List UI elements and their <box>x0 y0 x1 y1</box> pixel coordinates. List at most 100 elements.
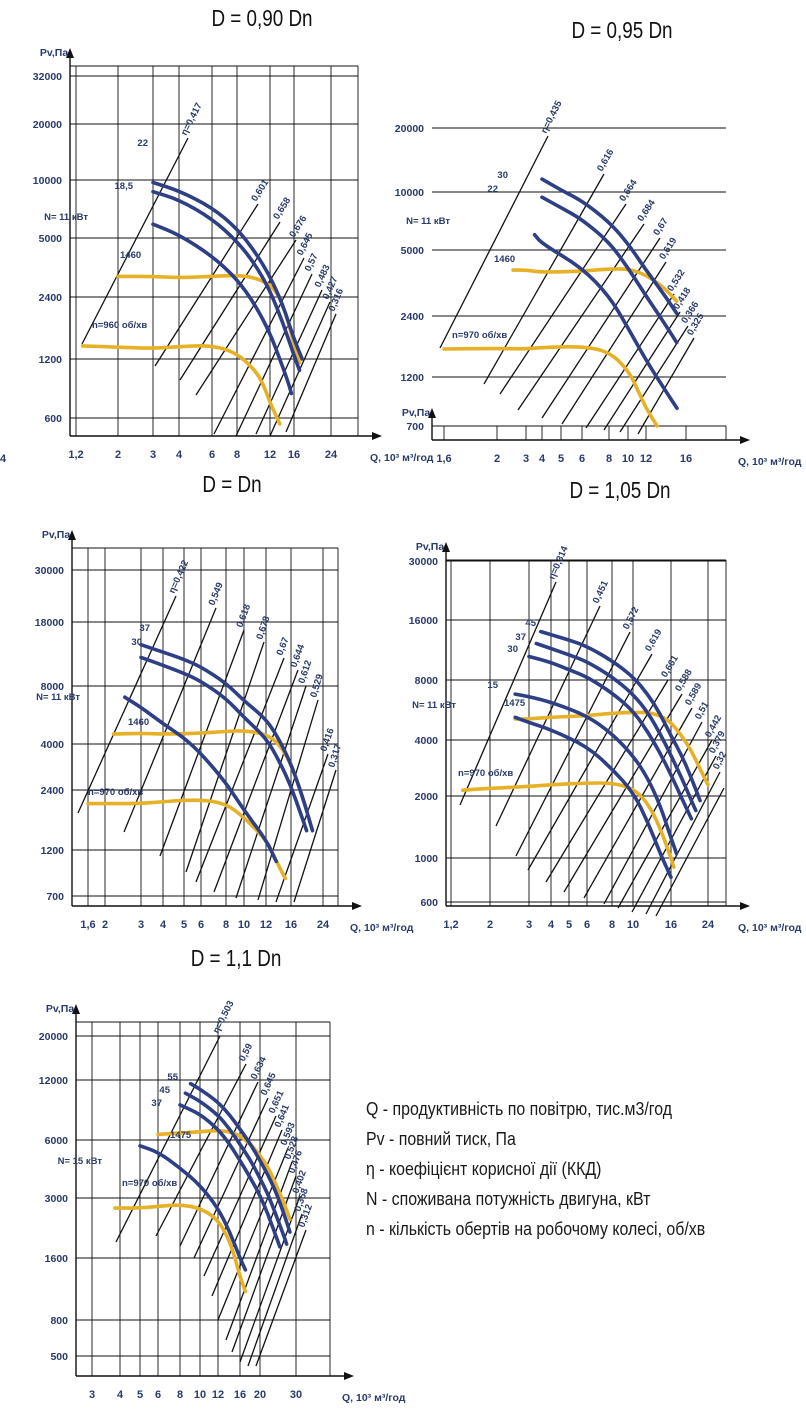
x-tick-label: 24 <box>325 449 338 461</box>
x-tick-label: 16 <box>665 919 677 931</box>
x-tick-label: 24 <box>0 453 7 465</box>
efficiency-line <box>217 1147 289 1321</box>
speed-curve <box>80 343 282 426</box>
x-tick-label: 2 <box>115 449 121 461</box>
efficiency-label: 0,572 <box>621 605 642 631</box>
x-tick-label: 4 <box>117 1389 124 1401</box>
power-curve <box>539 629 702 803</box>
efficiency-line <box>179 221 281 381</box>
speed-label: 1475 <box>170 1130 192 1141</box>
efficiency-label: 0,601 <box>249 177 271 204</box>
efficiency-label: η=0,435 <box>539 98 565 135</box>
y-tick-label: 20000 <box>39 1031 68 1043</box>
efficiency-line <box>645 771 721 915</box>
efficiency-line <box>603 311 681 431</box>
power-label: 18,5 <box>115 181 134 192</box>
power-label: N= 11 кВт <box>406 216 450 227</box>
power-label: 37 <box>151 1098 162 1109</box>
y-tick-label: 18000 <box>35 617 64 629</box>
legend-n-power: N - споживана потужність двигуна, кВт <box>366 1188 651 1209</box>
efficiency-line <box>459 581 557 806</box>
x-tick-label: 8 <box>609 919 615 931</box>
y-tick-label: 6000 <box>45 1135 69 1147</box>
speed-curve <box>461 781 676 869</box>
x-tick-label: 10 <box>194 1389 206 1401</box>
x-tick-label: 2 <box>102 919 108 931</box>
power-label: N= 11 кВт <box>44 212 88 223</box>
y-axis-arrow <box>66 48 74 58</box>
y-tick-label: 1000 <box>415 853 439 865</box>
x-tick-label: 30 <box>290 1389 302 1401</box>
speed-curve <box>442 345 659 428</box>
efficiency-line <box>655 787 725 917</box>
x-tick-label: 3 <box>523 453 529 465</box>
efficiency-label: η=0,422 <box>167 559 191 596</box>
efficiency-line <box>77 595 177 814</box>
x-tick-label: 16 <box>680 453 692 465</box>
efficiency-line <box>293 769 337 903</box>
x-tick-label: 4 <box>176 449 183 461</box>
speed-label: n=970 об/хв <box>452 330 507 341</box>
efficiency-line <box>235 685 307 899</box>
x-tick-label: 12 <box>264 449 276 461</box>
x-tick-label: 8 <box>606 453 612 465</box>
x-tick-label: 10 <box>622 453 634 465</box>
speed-label: 1460 <box>128 717 149 728</box>
y-tick-label: 600 <box>44 413 62 425</box>
y-tick-label: 1200 <box>39 354 63 366</box>
y-tick-label: 32000 <box>33 71 62 83</box>
power-curve <box>123 695 278 864</box>
legend-n-speed: n - кількість обертів на робочому колесі… <box>366 1218 706 1239</box>
legend-pv: Pv - повний тиск, Па <box>366 1128 516 1149</box>
speed-label: 1460 <box>120 250 141 261</box>
x-tick-label: 5 <box>566 919 572 931</box>
y-axis-arrow <box>428 408 436 418</box>
x-tick-label: 10 <box>238 919 250 931</box>
y-tick-label: 10000 <box>395 187 424 199</box>
y-tick-label: 5000 <box>39 233 63 245</box>
efficiency-label: 0,618 <box>235 603 254 629</box>
x-tick-label: 1,2 <box>68 449 83 461</box>
y-tick-label: 1200 <box>41 845 65 857</box>
speed-label: n=970 об/хв <box>458 768 513 779</box>
x-tick-label: 24 <box>317 919 330 931</box>
y-tick-label: 800 <box>50 1315 68 1327</box>
efficiency-line <box>541 237 661 419</box>
speed-curve <box>156 1128 292 1222</box>
x-tick-label: 16 <box>288 449 300 461</box>
x-tick-label: 6 <box>579 453 585 465</box>
power-curve <box>540 177 679 316</box>
power-label: 22 <box>137 138 148 149</box>
power-curve <box>151 189 302 373</box>
efficiency-line <box>517 223 645 411</box>
efficiency-line <box>255 289 323 435</box>
power-curve <box>138 1144 248 1272</box>
efficiency-line <box>247 1213 303 1367</box>
efficiency-line <box>195 657 285 883</box>
y-tick-label: 1600 <box>45 1253 69 1265</box>
x-tick-label: 6 <box>155 1389 161 1401</box>
power-curve <box>513 715 673 879</box>
y-axis-label: Pv,Па <box>46 1003 75 1015</box>
x-tick-label: 16 <box>285 919 297 931</box>
x-tick-label: 12 <box>212 1389 224 1401</box>
power-curve <box>527 654 694 821</box>
x-tick-label: 6 <box>198 919 204 931</box>
y-tick-label: 8000 <box>415 675 439 687</box>
x-axis-label: Q, 10³ м³/год <box>738 922 802 934</box>
chart-title: D = 1,05 Dn <box>569 478 670 503</box>
efficiency-line <box>155 1063 247 1237</box>
efficiency-line <box>527 653 653 871</box>
x-axis-label: Q, 10³ м³/год <box>342 1392 406 1404</box>
x-tick-label: 2 <box>494 453 500 465</box>
y-tick-label: 4000 <box>415 735 439 747</box>
efficiency-line <box>631 755 717 913</box>
power-label: 55 <box>167 1072 178 1083</box>
efficiency-label: 0,51 <box>693 699 712 721</box>
x-tick-label: 8 <box>234 449 240 461</box>
chart-title: D = 1,1 Dn <box>191 946 282 971</box>
chart-panel-3: D = 1,05 Dn 30000 16000 8000 4000 2000 1000 600… <box>409 478 802 934</box>
x-tick-label: 8 <box>177 1389 183 1401</box>
y-tick-label: 700 <box>406 421 424 433</box>
chart-title: D = Dn <box>202 472 261 497</box>
